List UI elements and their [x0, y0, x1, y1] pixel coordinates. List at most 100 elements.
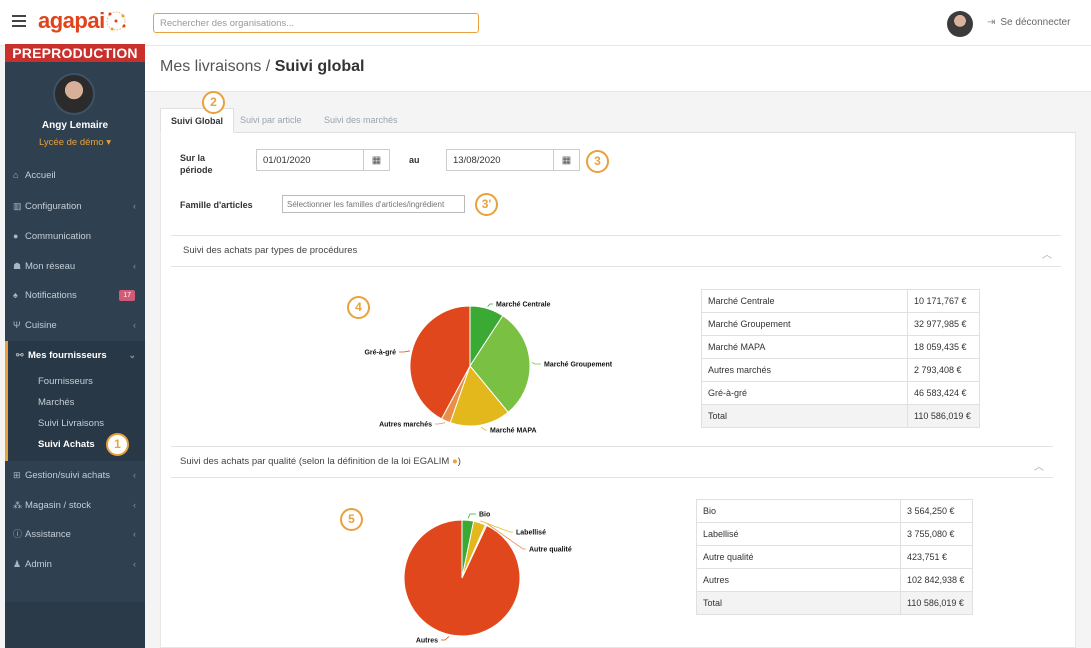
chevron-left-icon: ‹ [133, 559, 136, 569]
notification-count-badge: 17 [119, 290, 135, 301]
sidebar-item-mon-reseau[interactable]: ☗ Mon réseau ‹ [5, 252, 145, 280]
tab-bar [160, 107, 1076, 133]
subitem-suivi-livraisons[interactable]: Suivi Livraisons [38, 418, 104, 429]
table-row: Gré-à-gré 46 583,424 € [701, 381, 980, 405]
info-icon: ⓘ [13, 529, 23, 539]
sidebar [5, 46, 145, 602]
logo-network-icon [106, 11, 126, 31]
table-total-row: Total 110 586,019 € [696, 591, 973, 615]
page-title: Mes livraisons / Suivi global [160, 58, 365, 75]
calendar-icon[interactable]: ▦ [364, 149, 390, 171]
sidebar-item-communication[interactable]: ● Communication [5, 222, 145, 250]
organisation-dropdown[interactable]: Lycée de démo ▾ [38, 137, 111, 148]
table-row: Autre qualité 423,751 € [696, 545, 973, 569]
section-divider [171, 266, 1061, 267]
qualite-section-title: Suivi des achats par qualité (selon la d… [180, 456, 461, 467]
chevron-left-icon: ‹ [133, 470, 136, 480]
sidebar-item-admin[interactable]: ♟ Admin ‹ [5, 550, 145, 578]
pie-leader-line [467, 513, 476, 519]
sidebar-item-cuisine[interactable]: Ψ Cuisine ‹ [5, 311, 145, 339]
callout-marker-1: 1 [106, 433, 129, 456]
table-row: Autres 102 842,938 € [696, 568, 973, 592]
organisation-search-input[interactable] [153, 13, 479, 33]
pie-leader-line [441, 636, 450, 641]
hamburger-menu-icon[interactable] [12, 15, 26, 27]
sidebar-item-accueil[interactable]: ⌂ Accueil [5, 161, 145, 189]
page-header [145, 46, 1091, 92]
comment-icon[interactable]: ● [451, 456, 458, 467]
pie-slice-march-mapa[interactable] [449, 364, 509, 427]
chevron-left-icon: ‹ [133, 201, 136, 211]
user-plus-icon: ♟ [13, 559, 22, 569]
qualite-pie-chart: Bio Labellisé Autre qualité Autres [403, 512, 572, 645]
calendar-icon[interactable]: ▦ [554, 149, 580, 171]
section-divider [171, 235, 1061, 236]
table-row: Marché Centrale 10 171,767 € [701, 289, 980, 313]
logout-icon: ⇥ [987, 17, 996, 28]
table-row: Labellisé 3 755,080 € [696, 522, 973, 546]
pie-leader-line [435, 422, 446, 425]
date-from-input[interactable] [256, 149, 364, 171]
section-divider [171, 446, 1053, 447]
chevron-up-icon[interactable]: ︿ [1034, 462, 1044, 473]
sidebar-item-notifications[interactable]: ♠ Notifications 17 [5, 281, 145, 309]
famille-articles-select[interactable] [282, 195, 465, 213]
chevron-down-icon: ⌄ [128, 350, 136, 360]
callout-marker-5: 5 [340, 508, 363, 531]
chevron-left-icon: ‹ [133, 500, 136, 510]
tab-suivi-des-marches[interactable]: Suivi des marchés [324, 115, 398, 125]
top-user-avatar[interactable] [947, 11, 973, 37]
to-label: au [409, 155, 420, 165]
cubes-icon: ⁂ [13, 500, 22, 510]
subitem-marches[interactable]: Marchés [38, 397, 75, 408]
cart-icon: ⊞ [13, 470, 21, 480]
pie-label: Autres [416, 638, 438, 645]
sidebar-item-mes-fournisseurs[interactable]: ⚯ Mes fournisseurs ⌄ [5, 341, 145, 369]
sidebar-item-gestion-achats[interactable]: ⊞ Gestion/suivi achats ‹ [5, 461, 145, 489]
table-row: Marché Groupement 32 977,985 € [701, 312, 980, 336]
bell-icon: ♠ [13, 290, 18, 300]
chevron-left-icon: ‹ [133, 529, 136, 539]
app-logo[interactable]: agapai [38, 8, 105, 33]
sidebar-item-configuration[interactable]: ▥ Configuration ‹ [5, 192, 145, 220]
pie-leader-line [480, 520, 513, 533]
pie-slice-autres[interactable] [403, 519, 521, 637]
user-name: Angy Lemaire [41, 120, 109, 131]
callout-marker-4: 4 [347, 296, 370, 319]
tab-suivi-global[interactable]: Suivi Global [160, 108, 235, 133]
table-total-row: Total 110 586,019 € [701, 404, 980, 428]
sidebar-user-avatar [53, 73, 95, 115]
pie-label: Labellisé [516, 530, 546, 537]
subitem-suivi-achats[interactable]: Suivi Achats [38, 439, 95, 450]
pie-label: Marché Groupement [544, 362, 613, 369]
date-to-input[interactable] [446, 149, 554, 171]
procedures-table: Marché Centrale 10 171,767 € Marché Group… [701, 289, 980, 428]
cutlery-icon: Ψ [13, 320, 21, 330]
group-icon: ☗ [13, 261, 22, 271]
pie-leader-line [531, 362, 541, 365]
pie-slice-gr-gr-[interactable] [409, 305, 471, 420]
pie-label: Marché Centrale [496, 302, 551, 309]
sidebar-item-assistance[interactable]: ⓘ Assistance ‹ [5, 520, 145, 548]
qualite-table: Bio 3 564,250 € Labellisé 3 755,080 € Autr… [696, 499, 973, 615]
logout-link[interactable]: ⇥ Se déconnecter [987, 17, 1071, 28]
pie-slice-march-groupement[interactable] [469, 315, 531, 413]
bank-icon: ▥ [13, 201, 22, 211]
procedures-pie-chart: Marché Centrale Marché Groupement Marché M… [364, 302, 613, 435]
section-divider [171, 477, 1053, 478]
table-row: Bio 3 564,250 € [696, 499, 973, 523]
tab-suivi-par-article[interactable]: Suivi par article [240, 115, 302, 125]
pie-leader-line [399, 350, 410, 353]
chevron-left-icon: ‹ [133, 320, 136, 330]
pie-leader-line [487, 303, 493, 307]
subitem-fournisseurs[interactable]: Fournisseurs [38, 376, 93, 387]
table-row: Marché MAPA 18 059,435 € [701, 335, 980, 359]
environment-banner: PREPRODUCTION [5, 44, 145, 62]
chevron-up-icon[interactable]: ︿ [1042, 250, 1052, 261]
sidebar-item-magasin-stock[interactable]: ⁂ Magasin / stock ‹ [5, 491, 145, 519]
period-label: Sur la période [180, 153, 213, 175]
pie-label: Autres marchés [379, 422, 432, 429]
famille-label: Famille d'articles [180, 200, 253, 210]
sidebar-footer [5, 602, 145, 648]
callout-marker-3: 3 [586, 150, 609, 173]
